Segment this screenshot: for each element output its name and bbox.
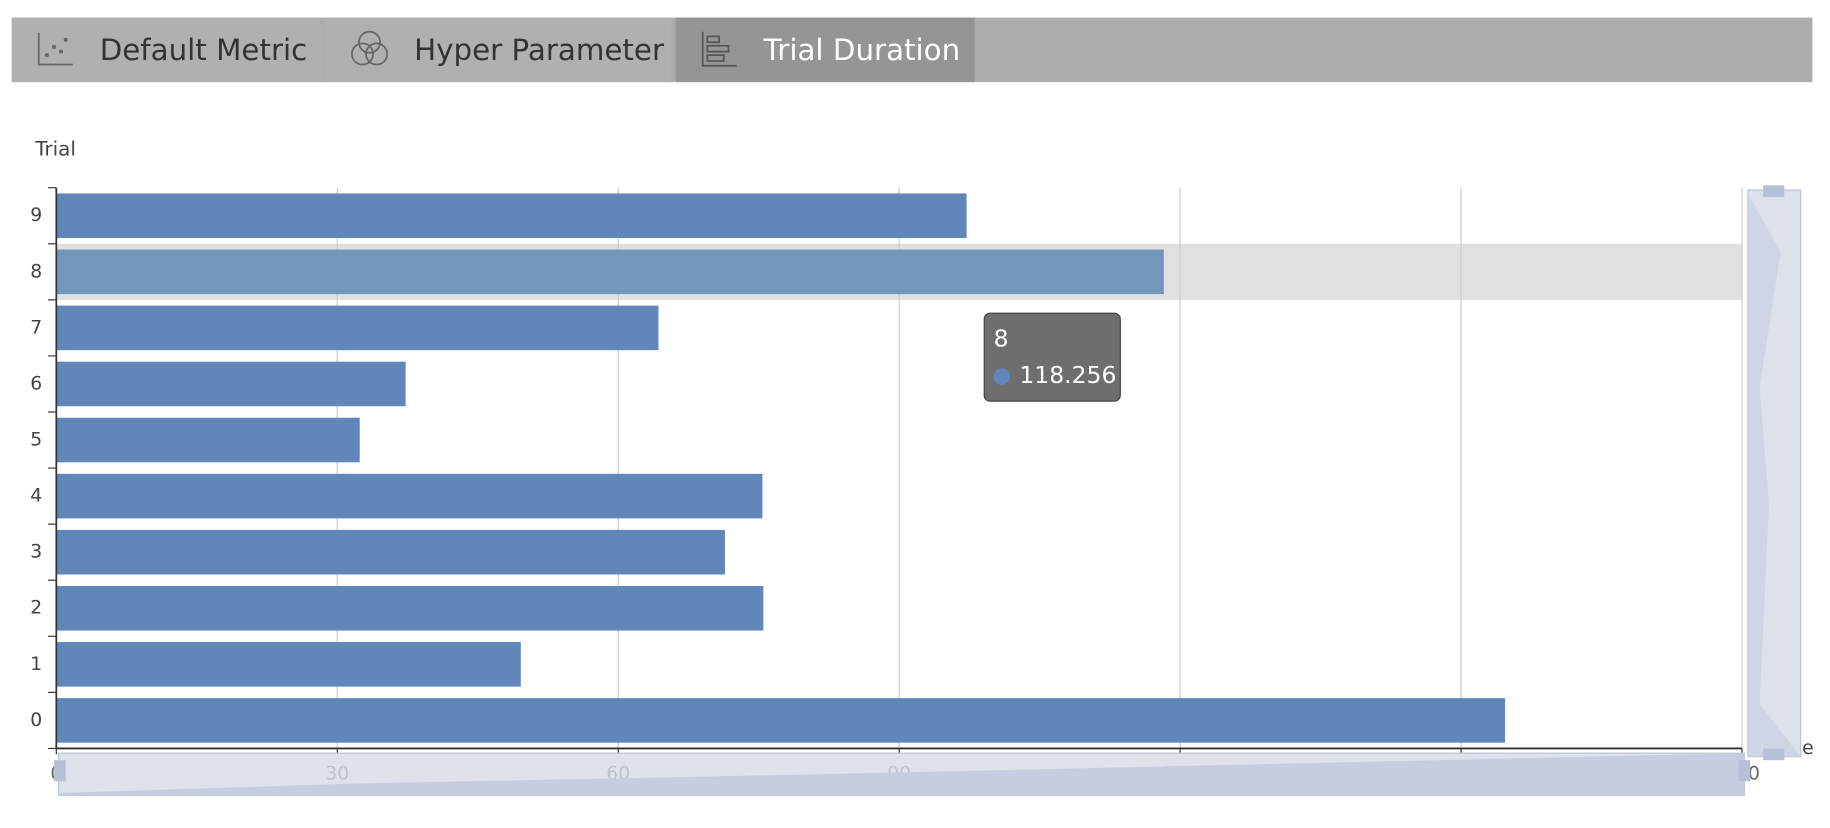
zoom-handle — [53, 760, 66, 782]
bar — [56, 529, 725, 575]
tooltip-value: 118.256 — [1019, 361, 1116, 389]
tab[interactable]: Trial Duration — [675, 17, 975, 83]
bar — [56, 361, 406, 407]
y-tick-label: 1 — [30, 654, 42, 675]
y-axis-label: Trial — [34, 137, 76, 161]
tab-icon — [37, 32, 73, 66]
zoom-handle — [1738, 760, 1751, 782]
bar — [56, 417, 360, 463]
tooltip-title: 8 — [994, 325, 1009, 353]
tab-background[interactable] — [675, 17, 975, 83]
tab-icon — [701, 31, 737, 67]
tab-icon — [351, 30, 388, 66]
tab[interactable]: Default Metric — [11, 17, 321, 83]
bar — [56, 585, 764, 631]
zoom-shadow-x — [58, 753, 1745, 796]
y-tick-label: 9 — [30, 205, 42, 226]
tab-label[interactable]: Trial Duration — [763, 33, 961, 67]
y-tick-label: 3 — [30, 542, 42, 563]
zoom-shadow-y — [1747, 193, 1801, 757]
y-tick-label: 7 — [30, 317, 42, 338]
zoom-handle — [1763, 185, 1785, 198]
tab-label[interactable]: Default Metric — [100, 33, 308, 67]
tab-background[interactable] — [11, 17, 321, 83]
tooltip-dot — [993, 368, 1011, 385]
bar — [56, 193, 967, 239]
y-tick-label: 6 — [30, 373, 42, 394]
y-tick-label: 4 — [30, 486, 42, 507]
zoom-handle — [1763, 748, 1785, 761]
y-tick-label: 2 — [30, 598, 42, 619]
bar — [56, 642, 521, 687]
y-tick-label: 0 — [30, 710, 42, 731]
y-tick-label: 5 — [30, 430, 42, 451]
y-tick-label: 8 — [30, 261, 42, 282]
bar — [56, 473, 763, 519]
tab[interactable]: Hyper Parameter — [324, 17, 671, 83]
tab-label[interactable]: Hyper Parameter — [414, 33, 665, 67]
bar — [56, 249, 1164, 295]
bar — [56, 698, 1506, 743]
bar — [56, 305, 659, 351]
tab-background[interactable] — [324, 17, 671, 83]
tooltip-box — [983, 312, 1121, 402]
